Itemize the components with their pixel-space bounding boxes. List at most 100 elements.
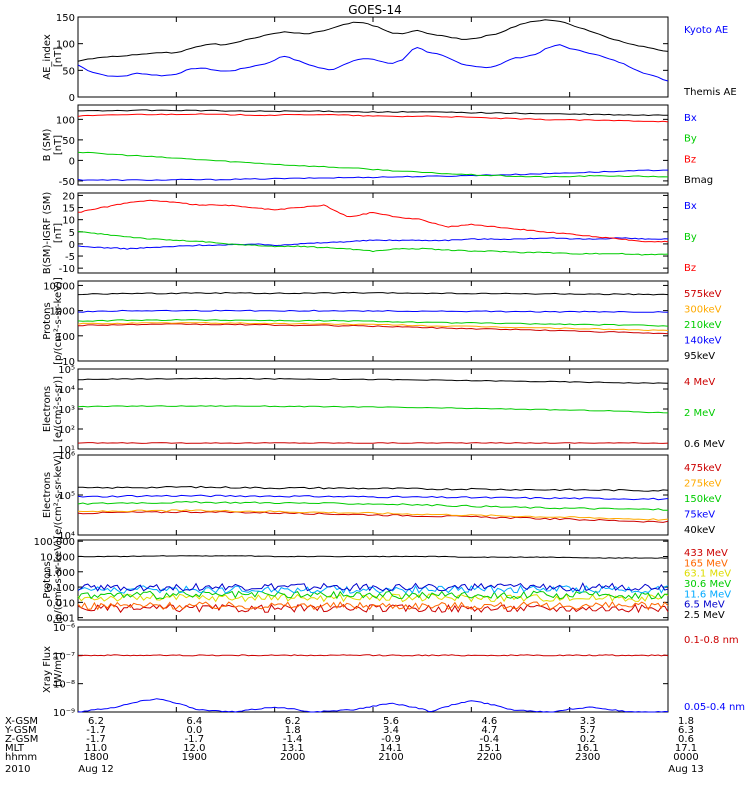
y-tick-label: 10² [58, 425, 75, 436]
y-axis-label: Electrons [42, 386, 53, 432]
legend-entry: 2.5 MeV [684, 610, 725, 621]
y-tick-label: -5 [65, 252, 75, 263]
legend-entry: 275keV [684, 479, 722, 490]
y-tick-label: 100 [56, 40, 75, 51]
x-row-value: 11.0 [85, 743, 107, 754]
series-line-bmag [78, 109, 669, 117]
y-axis-label: Xray Flux [42, 646, 53, 693]
y-tick-label: 100 [56, 115, 75, 126]
series-line-2-5-mev [78, 555, 669, 559]
legend-entry: 75keV [684, 510, 715, 521]
x-row-value: 13.1 [282, 743, 304, 754]
series-line-0-6-mev [77, 377, 669, 384]
legend-entry: 0.6 MeV [684, 439, 725, 450]
legend-entry: 4 MeV [684, 377, 715, 388]
y-tick-label: 0 [69, 240, 75, 251]
y-axis-label: B(SM)-IGRF (SM) [42, 192, 53, 275]
y-axis-unit: [e/(cm²-s-sr-keV)] [53, 451, 64, 539]
series-line-75kev [77, 494, 669, 501]
x-row-value: 5.6 [383, 716, 399, 727]
legend-entry: Themis AE [683, 87, 737, 98]
series-line-210kev [77, 318, 669, 327]
x-row-value: 3.3 [580, 716, 596, 727]
legend-entry: 140keV [684, 336, 722, 347]
legend-entry: 475keV [684, 463, 722, 474]
x-row-value: 0.6 [678, 734, 694, 745]
panel-frame [77, 626, 669, 713]
end-date-label: Aug 13 [668, 764, 703, 775]
x-row-value: 1.8 [678, 716, 694, 727]
y-tick-label: 0 [69, 93, 75, 104]
legend-entry: 40keV [684, 525, 715, 536]
y-axis-unit: [e/(cm²-s-sr)] [53, 376, 64, 442]
x-axis-table: X-GSM 6.2 6.4 6.2 5.6 4.6 3.3 1.8Y-GSM -1.7 0.0 1.… [4, 716, 704, 775]
panel-frame [77, 368, 669, 450]
panel-5: 10¹ 10² 10³ 10⁴ 10⁵ Electrons [e/(cm²-s-sr)] 4 … [42, 365, 725, 456]
legend-entry: 2 MeV [684, 408, 715, 419]
y-tick-label: 10.000 [40, 552, 75, 563]
y-tick-label: 5 [69, 228, 75, 239]
panel-6: 10⁴ 10⁵ 10⁶ Electrons [e/(cm²-s-sr-keV)] 475k… [42, 451, 722, 542]
y-tick-label: 10⁴ [58, 531, 75, 542]
figure-title: GOES-14 [348, 3, 402, 17]
series-line-0-1-0-8-nm [78, 654, 669, 657]
x-row-value: 2100 [378, 752, 403, 763]
series-line-63-1-mev [77, 593, 669, 603]
series-line-150kev [77, 500, 668, 511]
x-row-value: -1.7 [86, 725, 106, 736]
panel-frame [77, 16, 669, 98]
x-row-value: 2300 [575, 752, 600, 763]
x-row-value: 3.4 [383, 725, 399, 736]
y-axis-label: Protons [42, 302, 53, 339]
x-row-value: 15.1 [478, 743, 500, 754]
series-line-475kev [77, 510, 669, 523]
legend-entry: 63.1 MeV [684, 569, 731, 580]
x-row-value: 5.7 [580, 725, 596, 736]
legend-entry: 0.1-0.8 nm [684, 635, 739, 646]
y-tick-label: 0.010 [46, 598, 75, 609]
y-tick-label: 10³ [58, 405, 75, 416]
x-row-value: 1800 [83, 752, 108, 763]
series-line-275kev [77, 509, 669, 521]
y-tick-label: 10⁻⁹ [53, 708, 75, 719]
x-row-value: -1.7 [185, 734, 205, 745]
y-tick-label: 15 [62, 204, 75, 215]
series-line-575kev [78, 323, 669, 335]
y-tick-label: 0.100 [46, 583, 75, 594]
y-tick-label: 10000 [43, 281, 75, 292]
legend-entry: Bx [684, 113, 697, 124]
legend-entry: 300keV [684, 305, 722, 316]
series-line-11-6-mev [77, 584, 669, 594]
y-axis-label: B (SM) [42, 128, 53, 161]
legend-entry: Bz [684, 154, 696, 165]
legend-entry: Bz [684, 263, 696, 274]
x-row-value: 6.3 [678, 725, 694, 736]
x-row-value: 4.7 [481, 725, 497, 736]
legend-entry: 575keV [684, 289, 722, 300]
y-tick-label: 10⁵ [58, 365, 75, 376]
series-line-kyoto-ae [77, 44, 669, 82]
y-tick-label: 20 [62, 191, 75, 202]
x-row-label: MLT [5, 743, 25, 754]
series-line-0-05-0-4-nm [77, 698, 669, 713]
y-tick-label: -50 [59, 177, 75, 188]
x-row-value: 2200 [477, 752, 502, 763]
y-tick-label: 0.001 [46, 614, 75, 625]
y-tick-label: 50 [62, 66, 75, 77]
series-line-by [77, 151, 669, 178]
start-date-label: Aug 12 [78, 764, 113, 775]
x-row-value: 0.0 [186, 725, 202, 736]
series-line-140kev [77, 309, 669, 313]
y-tick-label: 10⁻⁷ [53, 651, 75, 662]
y-tick-label: 10 [62, 216, 75, 227]
legend-entry: 6.5 MeV [684, 600, 725, 611]
series-line-40kev [77, 485, 669, 492]
series-line-themis-ae [77, 19, 669, 62]
legend-entry: 165 MeV [684, 558, 728, 569]
y-axis-label: Electrons [42, 472, 53, 518]
y-tick-label: 10¹ [58, 445, 75, 456]
legend-entry: Bx [684, 201, 697, 212]
year-label: 2010 [5, 764, 30, 775]
